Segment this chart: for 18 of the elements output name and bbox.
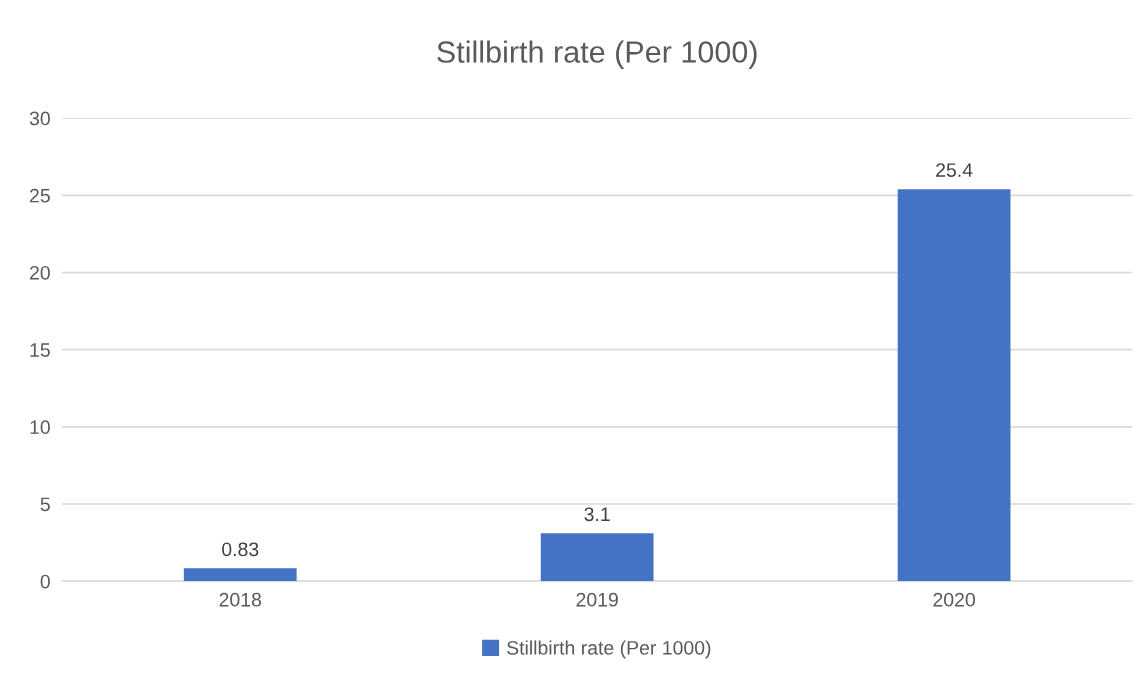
y-tick-label: 10 (30, 420, 50, 435)
y-tick-label: 30 (29, 111, 50, 126)
data-label: 25.4 (936, 163, 973, 177)
bar (183, 568, 297, 582)
bar (540, 533, 654, 582)
y-tick-label: 25 (30, 188, 50, 203)
y-tick-label: 20 (30, 265, 50, 280)
data-label: 0.83 (222, 542, 259, 557)
data-label: 3.1 (584, 507, 610, 522)
y-tick-label: 0 (40, 574, 50, 589)
x-tick-label: 2019 (576, 592, 618, 607)
bar (897, 189, 1011, 582)
legend-label: Stillbirth rate (Per 1000) (507, 640, 711, 659)
y-tick-label: 15 (30, 343, 50, 357)
chart-title: Stillbirth rate (Per 1000) (437, 40, 757, 69)
y-tick-label: 5 (40, 497, 50, 512)
x-tick-label: 2020 (933, 592, 975, 607)
x-tick-label: 2018 (219, 592, 262, 607)
